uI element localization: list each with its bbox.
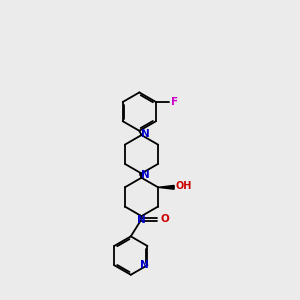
Polygon shape	[158, 185, 174, 189]
Text: N: N	[140, 260, 149, 270]
Text: N: N	[140, 129, 149, 139]
Text: N: N	[140, 169, 149, 179]
Text: N: N	[137, 215, 146, 225]
Text: O: O	[160, 214, 169, 224]
Text: F: F	[171, 97, 178, 107]
Text: OH: OH	[176, 182, 192, 191]
